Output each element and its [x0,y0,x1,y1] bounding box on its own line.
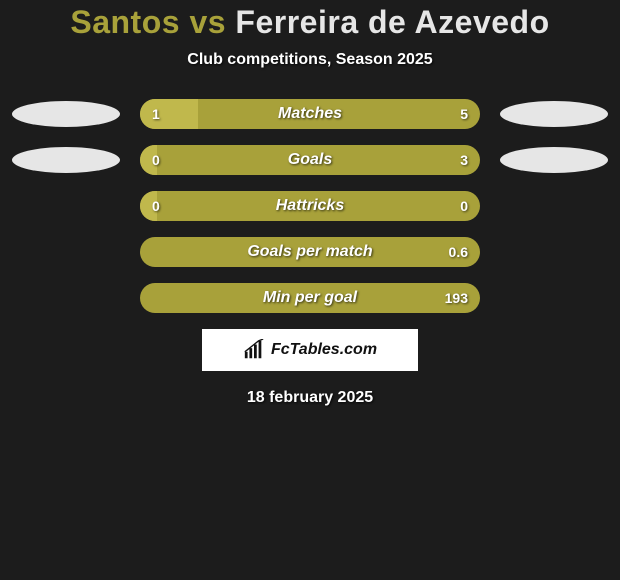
stat-row: 0Hattricks0 [0,191,620,221]
player1-indicator [12,147,120,173]
vs-label: vs [189,4,226,40]
stat-bar: Goals per match0.6 [140,237,480,267]
stat-row: 1Matches5 [0,99,620,129]
chart-icon [243,339,265,361]
page-title: Santos vs Ferreira de Azevedo [0,4,620,41]
stat-right-value: 193 [445,283,468,313]
stat-label: Hattricks [140,191,480,221]
stat-label: Goals per match [140,237,480,267]
stat-right-value: 0.6 [449,237,468,267]
comparison-infographic: Santos vs Ferreira de Azevedo Club compe… [0,0,620,407]
stat-row: Goals per match0.6 [0,237,620,267]
player2-indicator [500,101,608,127]
stat-bar: Min per goal193 [140,283,480,313]
player1-name: Santos [70,4,180,40]
player1-indicator [12,101,120,127]
stat-row: 0Goals3 [0,145,620,175]
stat-label: Min per goal [140,283,480,313]
source-badge-wrap: FcTables.com [0,329,620,371]
source-badge: FcTables.com [202,329,418,371]
stat-label: Goals [140,145,480,175]
stat-row: Min per goal193 [0,283,620,313]
stat-right-value: 0 [460,191,468,221]
stats-area: 1Matches50Goals30Hattricks0Goals per mat… [0,99,620,313]
stat-right-value: 5 [460,99,468,129]
stat-label: Matches [140,99,480,129]
player2-name: Ferreira de Azevedo [235,4,549,40]
stat-bar: 0Goals3 [140,145,480,175]
subtitle: Club competitions, Season 2025 [0,51,620,69]
stat-bar: 0Hattricks0 [140,191,480,221]
footer-date: 18 february 2025 [0,389,620,407]
player2-indicator [500,147,608,173]
source-badge-text: FcTables.com [271,341,377,359]
stat-bar: 1Matches5 [140,99,480,129]
stat-right-value: 3 [460,145,468,175]
